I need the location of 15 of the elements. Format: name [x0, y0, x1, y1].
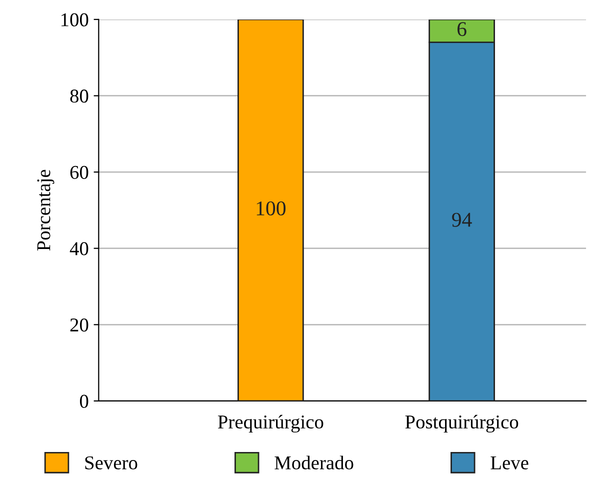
y-tick-label: 80	[70, 90, 88, 103]
y-tick-label: 100	[61, 13, 88, 26]
legend-label: Moderado	[274, 456, 354, 470]
data-label: 6	[457, 22, 466, 36]
y-axis-title: Porcentaje	[37, 170, 54, 251]
legend-label: Severo	[85, 456, 138, 470]
y-tick-label: 40	[70, 242, 88, 256]
y-tick-label: 20	[70, 318, 88, 332]
data-label: 100	[256, 201, 286, 216]
legend-label: Leve	[490, 456, 528, 470]
x-tick-label: Prequirúrgico	[218, 414, 324, 433]
data-label: 94	[452, 212, 472, 227]
x-tick-label: Postquirúrgico	[405, 414, 518, 433]
y-tick-label: 0	[80, 394, 88, 408]
y-tick-label: 60	[70, 166, 88, 179]
